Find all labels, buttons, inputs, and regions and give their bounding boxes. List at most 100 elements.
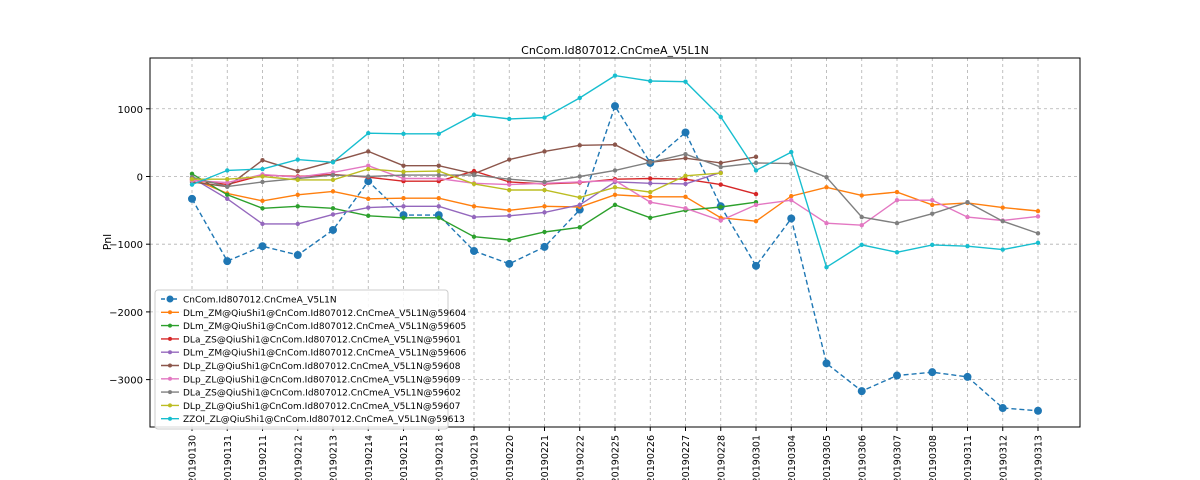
x-tick-label: 20190213 (329, 435, 340, 480)
data-point (930, 242, 935, 248)
data-point (859, 193, 864, 198)
legend-label: DLa_ZS@QiuShi1@CnCom.Id807012.CnCmeA_V5L… (183, 335, 461, 345)
data-point (507, 116, 512, 122)
data-point (824, 174, 829, 180)
data-point (577, 225, 582, 230)
data-point (366, 196, 371, 202)
y-tick-label: 0 (137, 172, 143, 183)
data-point (648, 194, 653, 199)
data-point (188, 194, 196, 203)
data-point (965, 200, 970, 205)
data-point (366, 163, 371, 168)
data-point (648, 78, 653, 84)
data-point (894, 197, 900, 203)
data-point (225, 196, 230, 202)
data-point (577, 179, 582, 185)
data-point (401, 172, 406, 178)
data-point (963, 372, 972, 381)
data-point (401, 131, 406, 137)
data-point (295, 177, 300, 183)
data-point (260, 198, 265, 204)
legend-marker (168, 416, 172, 421)
data-point (329, 225, 337, 234)
series-line (191, 171, 722, 225)
data-point (542, 115, 547, 120)
data-point (542, 204, 547, 209)
legend-marker (168, 403, 172, 408)
x-tick-label: 20190130 (188, 435, 199, 480)
data-point (330, 172, 336, 178)
x-tick-label: 20190313 (1034, 435, 1045, 480)
data-point (260, 221, 265, 227)
data-point (366, 130, 371, 136)
data-point (401, 215, 406, 220)
legend-marker (168, 310, 172, 315)
x-tick-label: 20190308 (928, 435, 939, 480)
data-point (683, 194, 688, 199)
data-point (753, 168, 759, 173)
data-point (894, 221, 900, 226)
data-point (683, 151, 688, 157)
data-point (859, 214, 864, 220)
data-point (330, 177, 336, 183)
y-tick-label: 1000 (118, 105, 143, 116)
data-point (436, 163, 441, 168)
data-point (857, 387, 866, 396)
data-point (542, 187, 547, 193)
x-tick-label: 20190307 (893, 435, 904, 480)
data-point (681, 128, 690, 137)
data-point (930, 197, 935, 203)
x-tick-label: 20190227 (681, 435, 692, 480)
data-point (1000, 205, 1005, 210)
x-tick-label: 20190312 (998, 435, 1009, 480)
data-point (295, 221, 300, 227)
data-point (859, 223, 864, 228)
x-tick-label: 20190218 (434, 435, 445, 480)
x-tick-label: 20190304 (787, 435, 798, 480)
data-point (894, 189, 900, 195)
data-point (505, 259, 514, 268)
x-tick-label: 20190212 (293, 435, 304, 480)
chart-title: CnCom.Id807012.CnCmeA_V5L1N (521, 44, 709, 57)
data-point (436, 131, 441, 137)
data-point (683, 206, 688, 211)
data-point (753, 202, 759, 208)
data-point (189, 182, 195, 187)
legend-label: DLp_ZL@QiuShi1@CnCom.Id807012.CnCmeA_V5L… (183, 375, 461, 385)
data-point (471, 214, 477, 220)
legend-label: ZZOI_ZL@QiuShi1@CnCom.Id807012.CnCmeA_V5… (183, 415, 465, 425)
data-point (612, 192, 618, 197)
data-point (789, 149, 794, 155)
x-tick-label: 20190219 (470, 435, 481, 480)
x-tick-label: 20190214 (364, 435, 375, 480)
data-point (258, 242, 267, 251)
legend-box (154, 289, 449, 430)
legend-marker (168, 336, 172, 341)
x-tick-label: 20190311 (963, 435, 974, 480)
data-point (612, 202, 618, 208)
data-point (260, 179, 265, 185)
data-point (718, 170, 723, 176)
data-point (401, 204, 406, 209)
data-point (718, 114, 723, 120)
data-point (577, 195, 582, 200)
x-tick-label: 20190225 (611, 435, 622, 480)
data-point (366, 149, 371, 154)
data-point (260, 166, 265, 172)
y-tick-label: −2000 (109, 308, 143, 319)
data-point (436, 204, 441, 209)
data-point (718, 160, 723, 166)
data-point (648, 215, 653, 220)
x-tick-label: 20190306 (857, 435, 868, 480)
data-point (1035, 214, 1041, 219)
legend-label: CnCom.Id807012.CnCmeA_V5L1N (183, 296, 337, 306)
data-point (471, 172, 477, 178)
data-point (295, 192, 300, 197)
data-point (789, 161, 794, 166)
data-point (507, 237, 512, 243)
data-point (718, 164, 723, 170)
data-point (577, 174, 582, 179)
data-point (364, 177, 373, 186)
axes: 1000 0 −1000 −2000 −3000 20190130 20190131 2019… (109, 105, 1044, 480)
